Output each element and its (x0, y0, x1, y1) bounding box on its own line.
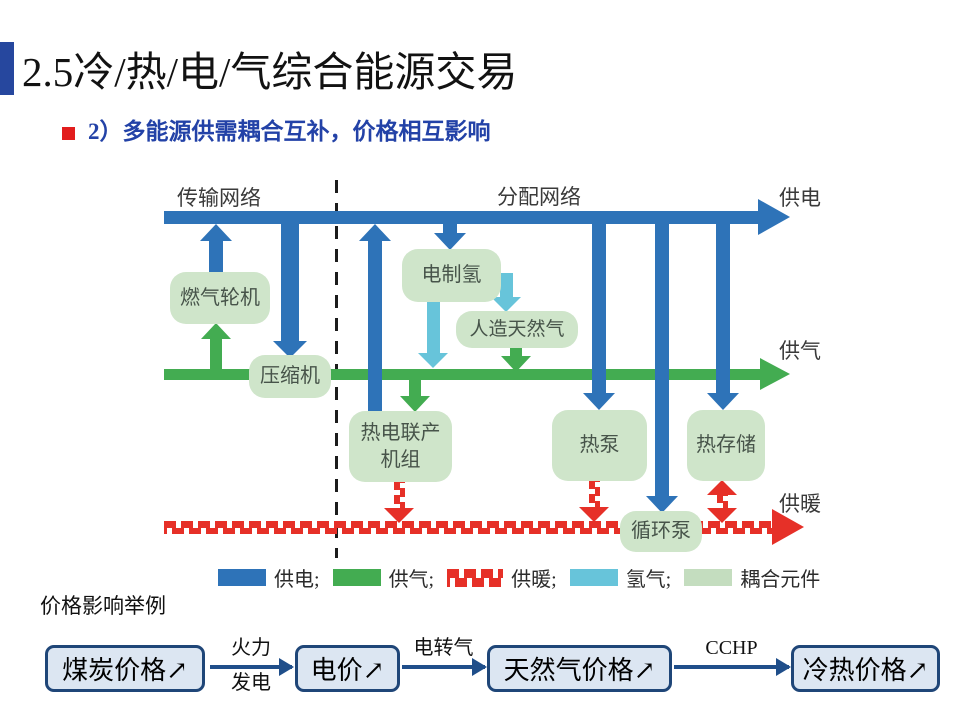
bullet-square-icon (62, 127, 75, 140)
legend-label-heat: 供暖; (511, 569, 557, 591)
component-gas-turbine: 燃气轮机 (170, 272, 270, 324)
compressor-label: 压缩机 (260, 365, 320, 387)
electricity-bus-arrowhead-icon (758, 199, 790, 235)
gas-turbine-label: 燃气轮机 (180, 286, 260, 309)
flow-node-coal-price: 煤炭价格↗ (45, 645, 205, 692)
gas-bus-arrowhead-icon (760, 358, 790, 390)
legend-label-coupling: 耦合元件 (740, 569, 821, 591)
component-chp-unit: 热电联产 机组 (349, 411, 452, 482)
edge-label-thermal-top: 火力 (231, 637, 271, 659)
electricity-price-label: 电价↗ (310, 656, 385, 685)
heat-supply-label: 供暖 (779, 492, 821, 516)
gas-bus (164, 369, 762, 380)
heat-bus-arrowhead-icon (772, 509, 804, 545)
legend-label-electricity: 供电; (274, 569, 320, 591)
gas-supply-label: 供气 (779, 339, 821, 363)
edge-label-cchp-top: CCHP (705, 637, 758, 659)
legend-label-gas: 供气; (388, 569, 435, 591)
coupling-swatch-icon (684, 569, 733, 586)
chp-unit-label-line2: 机组 (380, 448, 421, 471)
transmission-network-label: 传输网络 (177, 186, 261, 210)
component-heat-storage: 热存储 (687, 410, 765, 481)
title-accent-bar (0, 42, 14, 95)
page-title: 2.5冷/热/电/气综合能源交易 (22, 49, 518, 95)
component-circulation-pump: 循环泵 (620, 511, 702, 552)
edge-arrowhead-icon (776, 658, 791, 676)
legend-item-heat: 供暖; (447, 563, 557, 592)
chp-unit-label-line1: 热电联产 (360, 421, 441, 444)
flow-node-electricity-price: 电价↗ (295, 645, 400, 692)
edge-label-p2g-top: 电转气 (413, 637, 474, 659)
heat-bus (164, 521, 774, 534)
component-compressor: 压缩机 (249, 355, 331, 398)
edge-arrowhead-icon (472, 658, 487, 676)
flow-node-natural-gas-price: 天然气价格↗ (487, 645, 672, 692)
heat-pump-label: 热泵 (579, 434, 620, 456)
heat-storage-label: 热存储 (696, 434, 756, 456)
edge-arrowhead-icon (279, 658, 294, 676)
legend-item-gas: 供气; (332, 563, 435, 592)
flow-node-cooling-heating-price: 冷热价格↗ (791, 645, 940, 692)
electricity-swatch-icon (218, 569, 266, 586)
flow-edge-cchp: CCHP (674, 636, 791, 696)
electricity-bus (164, 211, 760, 224)
component-heat-pump: 热泵 (552, 410, 647, 481)
natural-gas-price-label: 天然气价格↗ (503, 656, 656, 685)
price-example-caption: 价格影响举例 (40, 594, 166, 618)
gas-swatch-icon (332, 569, 381, 586)
circulation-pump-label: 循环泵 (631, 520, 691, 542)
cooling-heating-price-label: 冷热价格↗ (802, 656, 929, 685)
legend: 供电; 供气; 供暖; 氢气; 耦合元件 (218, 563, 833, 592)
component-synthetic-natural-gas: 人造天然气 (456, 311, 578, 348)
legend-label-hydrogen: 氢气; (625, 569, 672, 591)
legend-item-hydrogen: 氢气; (569, 563, 672, 592)
bullet-text: 2）多能源供需耦合互补，价格相互影响 (88, 119, 491, 144)
edge-arrow-p2g (402, 658, 487, 676)
edge-arrow-thermal (210, 658, 294, 676)
coal-price-label: 煤炭价格↗ (62, 656, 188, 685)
synthetic-natural-gas-label: 人造天然气 (469, 318, 565, 340)
flow-edge-power-to-gas: 电转气 (402, 636, 487, 696)
edge-label-thermal-bottom: 发电 (231, 672, 271, 694)
heat-swatch-icon (447, 568, 504, 587)
flow-edge-thermal-generation: 火力 发电 (210, 636, 294, 696)
legend-item-electricity: 供电; (218, 563, 320, 592)
component-power-to-hydrogen: 电制氢 (402, 249, 501, 302)
legend-item-coupling: 耦合元件 (684, 563, 820, 592)
edge-arrow-cchp (674, 658, 791, 676)
hydrogen-swatch-icon (569, 569, 618, 586)
power-to-hydrogen-label: 电制氢 (421, 264, 482, 286)
distribution-network-label: 分配网络 (497, 185, 581, 209)
electricity-supply-label: 供电 (779, 186, 821, 210)
